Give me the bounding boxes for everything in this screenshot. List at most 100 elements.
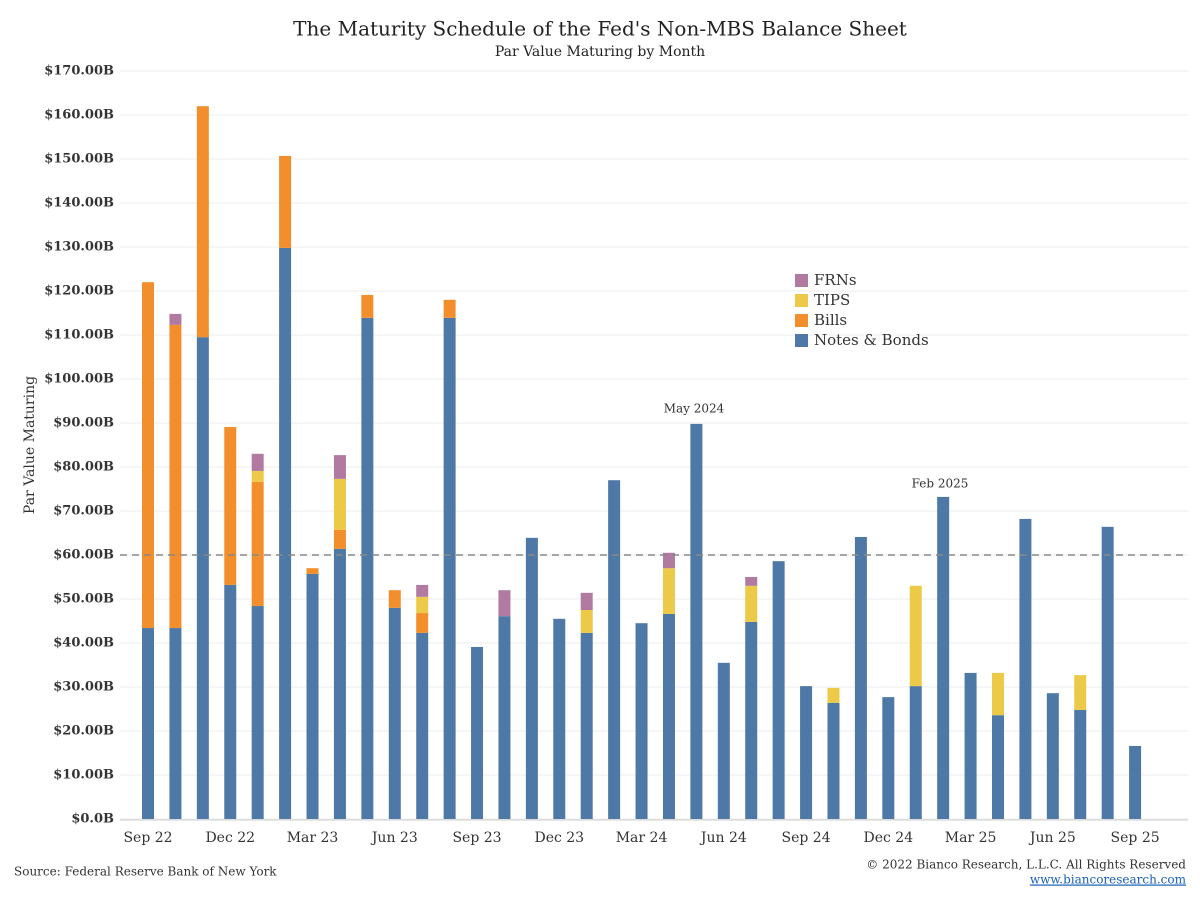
bar-segment	[361, 317, 374, 819]
bar-segment	[662, 613, 675, 819]
bar-segment	[827, 687, 840, 703]
source: Source: Federal Reserve Bank of New York	[14, 865, 277, 879]
bar-segment	[772, 561, 785, 819]
bar-segment	[745, 585, 758, 622]
bar-segment	[553, 618, 566, 819]
y-tick-label: $110.00B	[44, 328, 114, 343]
legend-label: FRNs	[814, 271, 857, 289]
x-tick-label: Mar 24	[616, 830, 668, 846]
x-tick-label: Mar 23	[287, 830, 339, 846]
chart-subtitle: Par Value Maturing by Month	[495, 44, 705, 60]
y-tick-label: $30.00B	[53, 680, 114, 695]
y-tick-label: $120.00B	[44, 284, 114, 299]
bar-segment	[388, 590, 401, 608]
bar-segment	[251, 606, 264, 819]
x-tick-label: Dec 23	[534, 830, 584, 846]
x-tick-label: Jun 25	[1028, 830, 1076, 846]
bar-segment	[800, 686, 813, 819]
legend-swatch	[795, 314, 808, 327]
bar-segment	[635, 623, 648, 819]
bar-segment	[142, 282, 155, 629]
bar-segment	[498, 616, 511, 819]
bar-segment	[1019, 518, 1032, 819]
bar-segment	[937, 496, 950, 819]
bar-segment	[333, 455, 346, 479]
bar-segment	[827, 702, 840, 819]
bar-segment	[169, 324, 182, 629]
bar-segment	[1074, 675, 1087, 710]
bar-segment	[909, 686, 922, 819]
legend-label: Bills	[814, 311, 847, 329]
bar-segment	[196, 337, 209, 819]
y-tick-label: $100.00B	[44, 372, 114, 387]
bar-segment	[717, 662, 730, 819]
bar-segment	[443, 299, 456, 318]
bar-segment	[196, 106, 209, 338]
bar-segment	[498, 590, 511, 617]
bar-segment	[416, 596, 429, 614]
legend-swatch	[795, 334, 808, 347]
y-tick-label: $40.00B	[53, 636, 114, 651]
bar-segment	[251, 481, 264, 607]
bar-segment	[1046, 693, 1059, 819]
x-tick-label: Sep 23	[452, 830, 501, 846]
y-tick-label: $130.00B	[44, 240, 114, 255]
y-axis-label: Par Value Maturing	[22, 376, 38, 514]
bar-segment	[745, 621, 758, 819]
legend-swatch	[795, 294, 808, 307]
bar-segment	[1101, 526, 1114, 819]
bar-segment	[142, 628, 155, 819]
bar-segment	[471, 646, 484, 819]
y-tick-label: $160.00B	[44, 108, 114, 123]
bar-segment	[279, 155, 292, 248]
bar-segment	[443, 317, 456, 819]
website-link[interactable]: www.biancoresearch.com	[1030, 873, 1187, 887]
x-tick-label: Sep 24	[782, 830, 831, 846]
chart-title: The Maturity Schedule of the Fed's Non-M…	[293, 17, 907, 41]
bar-segment	[580, 610, 593, 633]
legend-label: TIPS	[814, 291, 850, 309]
y-tick-label: $70.00B	[53, 504, 114, 519]
annotation: Feb 2025	[912, 477, 969, 491]
bar-segment	[333, 478, 346, 530]
x-tick-label: Sep 25	[1111, 830, 1160, 846]
bar-segment	[388, 607, 401, 819]
bar-segment	[169, 313, 182, 325]
legend-swatch	[795, 274, 808, 287]
y-tick-label: $20.00B	[53, 724, 114, 739]
y-tick-label: $10.00B	[53, 768, 114, 783]
bar-segment	[1129, 745, 1142, 819]
bar-segment	[416, 632, 429, 819]
bar-segment	[224, 426, 237, 585]
bar-segment	[333, 548, 346, 819]
bar-segment	[909, 585, 922, 687]
x-tick-label: Jun 23	[370, 830, 418, 846]
bar-segment	[361, 294, 374, 318]
y-tick-label: $80.00B	[53, 460, 114, 475]
bar-segment	[991, 672, 1004, 716]
x-tick-label: Mar 25	[945, 830, 997, 846]
x-tick-label: Sep 22	[123, 830, 172, 846]
bar-segment	[416, 613, 429, 633]
bar-segment	[580, 592, 593, 610]
y-tick-label: $150.00B	[44, 152, 114, 167]
bar-segment	[279, 247, 292, 819]
bar-segment	[745, 577, 758, 586]
bar-segment	[333, 529, 346, 549]
y-tick-label: $90.00B	[53, 416, 114, 431]
bar-segment	[1074, 709, 1087, 819]
bar-segment	[690, 423, 703, 819]
bar-segment	[854, 536, 867, 819]
x-tick-label: Dec 22	[205, 830, 255, 846]
bar-segment	[882, 697, 895, 819]
bar-segment	[662, 568, 675, 614]
bar-segment	[525, 537, 538, 819]
bar-segment	[306, 573, 319, 819]
y-tick-label: $50.00B	[53, 592, 114, 607]
bar-segment	[964, 672, 977, 819]
bar-segment	[169, 628, 182, 819]
bar-segment	[251, 470, 264, 482]
x-tick-label: Dec 24	[864, 830, 914, 846]
bar-segment	[580, 632, 593, 819]
